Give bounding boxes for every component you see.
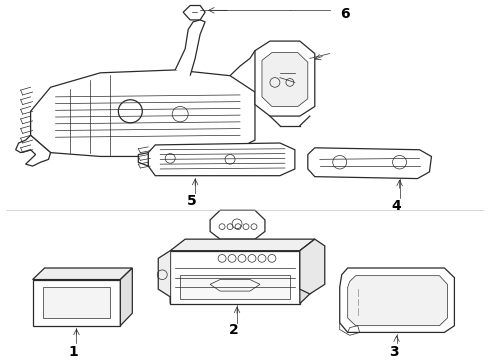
Text: 2: 2 [229, 323, 239, 337]
Polygon shape [300, 239, 315, 303]
Text: 3: 3 [389, 345, 398, 359]
Polygon shape [308, 148, 432, 179]
Polygon shape [300, 239, 325, 294]
Polygon shape [255, 41, 315, 116]
Polygon shape [183, 5, 205, 20]
Text: 5: 5 [187, 194, 197, 208]
Polygon shape [170, 251, 300, 303]
Text: 4: 4 [392, 198, 401, 212]
Polygon shape [138, 153, 148, 166]
Polygon shape [348, 276, 447, 326]
Polygon shape [43, 287, 110, 318]
Polygon shape [16, 135, 50, 166]
Polygon shape [210, 210, 265, 239]
Polygon shape [33, 268, 132, 279]
Polygon shape [121, 268, 132, 326]
Polygon shape [33, 279, 121, 326]
Polygon shape [180, 275, 290, 299]
Polygon shape [175, 20, 205, 76]
Text: 1: 1 [69, 345, 78, 359]
Polygon shape [262, 53, 308, 107]
Polygon shape [158, 251, 170, 303]
Polygon shape [148, 143, 295, 176]
Polygon shape [170, 239, 315, 251]
Text: 6: 6 [340, 7, 349, 21]
Polygon shape [30, 70, 255, 157]
Polygon shape [340, 268, 454, 332]
